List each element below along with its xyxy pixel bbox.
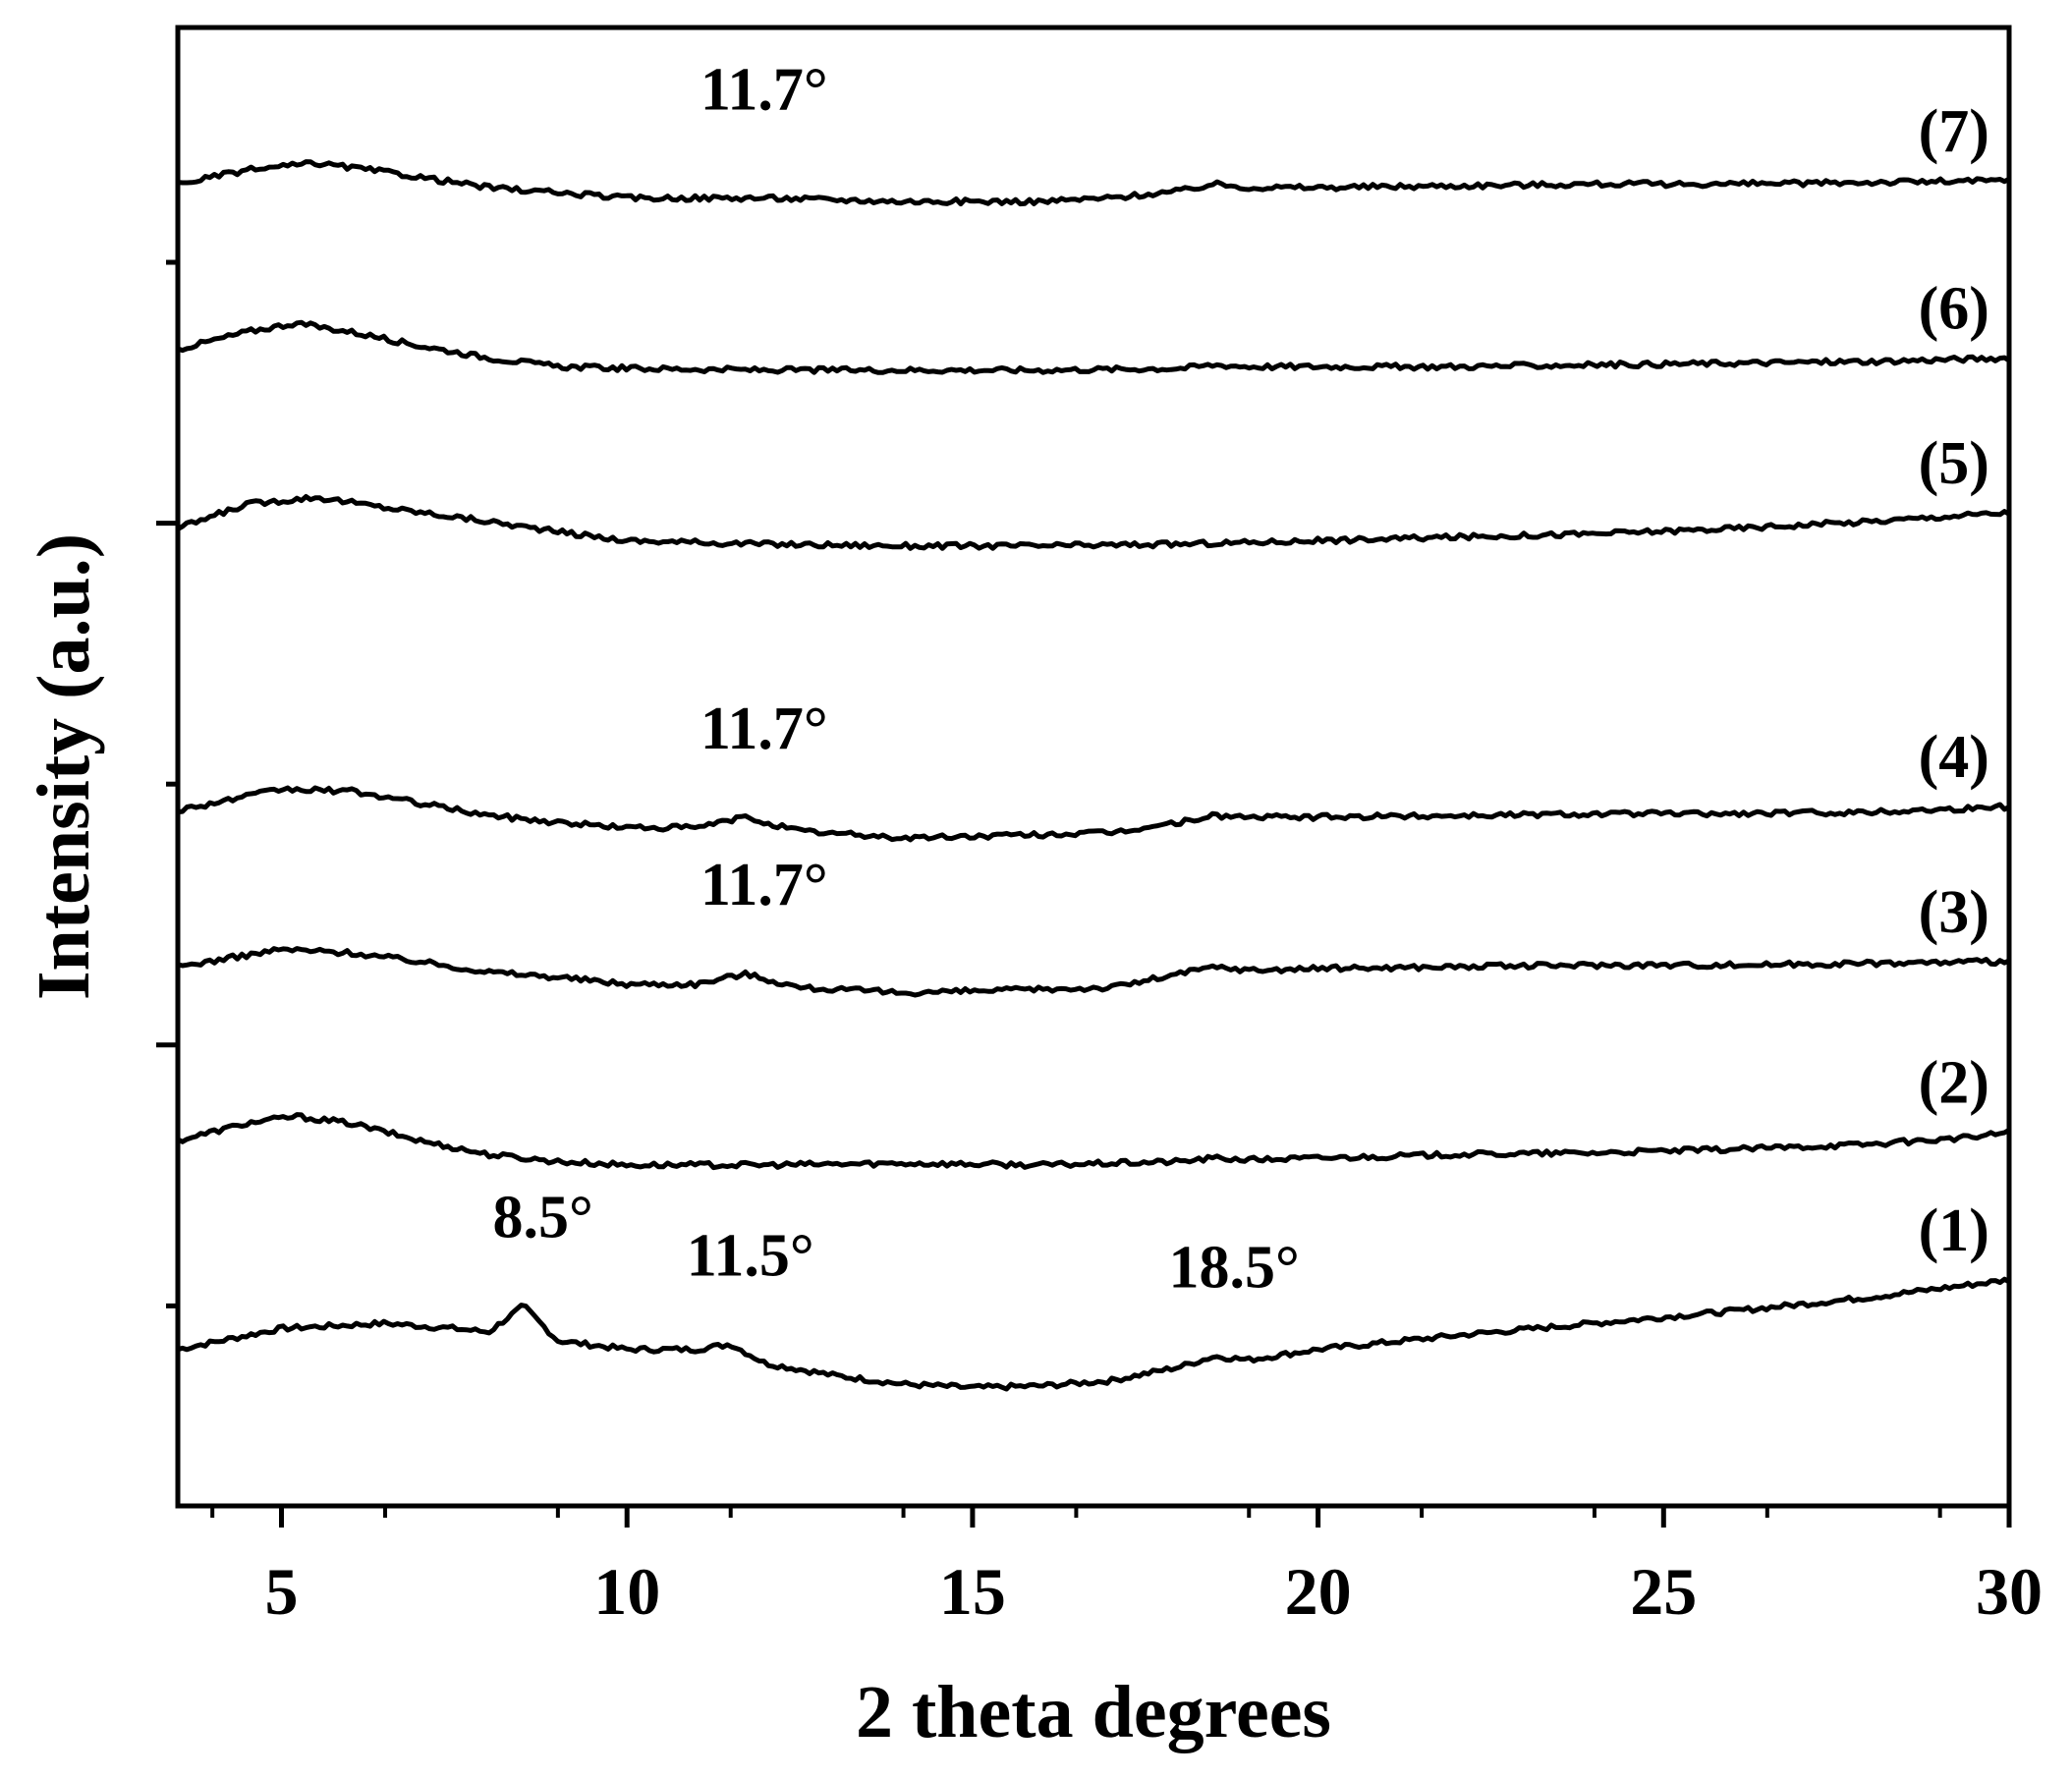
plot-border <box>175 25 2012 1509</box>
series-trace-5 <box>176 494 2011 551</box>
series-trace-3 <box>177 946 2011 998</box>
series-trace-7 <box>177 159 2011 207</box>
plot-frame <box>175 25 2012 1509</box>
series-label-6: (6) <box>1919 275 1989 342</box>
peak-annotation: 11.5° <box>687 1222 814 1289</box>
series-label-4: (4) <box>1919 724 1989 791</box>
series-trace-1 <box>177 1276 2011 1392</box>
x-tick-label: 5 <box>265 1554 299 1629</box>
peak-annotation: 11.7° <box>700 695 828 762</box>
x-axis-ticks: 5 10 15 20 25 30 <box>210 1506 2043 1629</box>
peak-annotation: 11.7° <box>700 852 828 918</box>
series-traces <box>176 159 2011 1392</box>
series-label-5: (5) <box>1919 430 1989 497</box>
peak-annotation: 11.7° <box>700 57 828 124</box>
series-label-1: (1) <box>1919 1197 1989 1264</box>
y-axis-title: Intensity (a.u.) <box>23 533 105 1000</box>
x-tick-label: 25 <box>1630 1554 1697 1629</box>
x-tick-label: 30 <box>1976 1554 2043 1629</box>
y-axis-ticks <box>156 259 178 1308</box>
x-axis-title: 2 theta degrees <box>856 1671 1331 1753</box>
series-label-7: (7) <box>1919 98 1989 165</box>
x-tick-label: 10 <box>593 1554 660 1629</box>
series-trace-4 <box>177 785 2011 843</box>
peak-annotation: 8.5° <box>493 1184 593 1251</box>
series-labels: (1) (2) (3) (4) (5) (6) (7) <box>1919 98 1989 1264</box>
series-trace-2 <box>176 1112 2011 1171</box>
x-tick-label: 20 <box>1285 1554 1352 1629</box>
series-trace-6 <box>177 319 2011 375</box>
series-label-2: (2) <box>1919 1049 1989 1116</box>
series-label-3: (3) <box>1919 879 1989 946</box>
peak-annotations: 11.7° 11.7° 11.7° 8.5° 11.5° 18.5° <box>493 57 1300 1302</box>
peak-annotation: 18.5° <box>1168 1235 1299 1302</box>
x-tick-label: 15 <box>939 1554 1006 1629</box>
